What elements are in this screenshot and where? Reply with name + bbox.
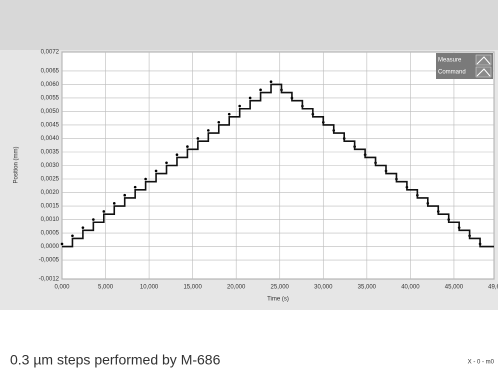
y-tick-label: 0,0035 (41, 150, 60, 156)
measure-point (207, 129, 210, 132)
top-band (0, 0, 498, 50)
command-line (62, 83, 494, 248)
y-tick-label: 0,0010 (41, 217, 60, 223)
y-tick-label: 0,0065 (41, 68, 60, 74)
y-tick-label: 0,0072 (41, 50, 60, 56)
legend-label: Measure (438, 58, 462, 64)
measure-point (154, 169, 158, 173)
y-tick-label: -0,0012 (39, 277, 60, 283)
measure-point (133, 185, 137, 189)
x-tick-label: 5,000 (98, 285, 114, 291)
legend-line (476, 56, 491, 65)
legend-label: Command (438, 70, 466, 76)
x-tick-label: 10,000 (140, 285, 159, 291)
y-tick-label: -0,0005 (39, 258, 60, 264)
y-tick-label: 0,0040 (41, 136, 60, 142)
legend-swatch (475, 66, 492, 78)
measure-point (81, 226, 85, 229)
measure-point (144, 177, 147, 181)
x-tick-label: 45,000 (445, 285, 464, 291)
measure-point (175, 153, 179, 156)
measure-point (123, 193, 127, 197)
measure-point (186, 145, 189, 148)
x-tick-label: 30,000 (314, 285, 333, 291)
measure-point (112, 202, 116, 205)
caption: 0.3 µm steps performed by M-686 (10, 352, 221, 368)
x-tick-label: 35,000 (358, 285, 377, 291)
y-tick-label: 0,0015 (41, 204, 60, 210)
y-tick-label: 0,0060 (41, 82, 60, 88)
x-tick-label: 49,6 (488, 285, 498, 291)
y-tick-label: 0,0045 (41, 123, 60, 129)
y-tick-label: 0,0055 (41, 96, 60, 102)
measure-point (60, 242, 64, 246)
measure-point (165, 161, 168, 165)
y-tick-label: 0,0005 (41, 231, 60, 237)
x-tick-label: 25,000 (271, 285, 290, 291)
y-tick-label: 0,0050 (41, 109, 60, 115)
x-tick-label: 15,000 (183, 285, 202, 291)
x-axis-label: Time (s) (267, 297, 289, 303)
measure-point (269, 80, 273, 84)
y-tick-label: 0,0025 (41, 177, 60, 183)
y-tick-label: 0,0000 (41, 244, 60, 250)
measure-point (248, 96, 252, 100)
y-tick-label: 0,0020 (41, 190, 60, 196)
measure-point (196, 137, 200, 140)
legend-swatch (475, 54, 492, 66)
measure-point (238, 104, 241, 108)
legend-line (476, 68, 491, 77)
measure-point (71, 234, 74, 238)
measure-point (92, 218, 95, 221)
x-tick-label: 20,000 (227, 285, 246, 291)
measure-point (102, 210, 106, 213)
x-tick-label: 40,000 (401, 285, 420, 291)
x-tick-label: 0,000 (54, 285, 70, 291)
y-axis-label: Position (mm) (14, 146, 20, 183)
measure-point (227, 112, 231, 116)
corner-note: X - 0 - m0 (468, 360, 495, 366)
measure-point (259, 88, 262, 92)
y-tick-label: 0,0030 (41, 163, 60, 169)
measure-point (217, 120, 221, 124)
